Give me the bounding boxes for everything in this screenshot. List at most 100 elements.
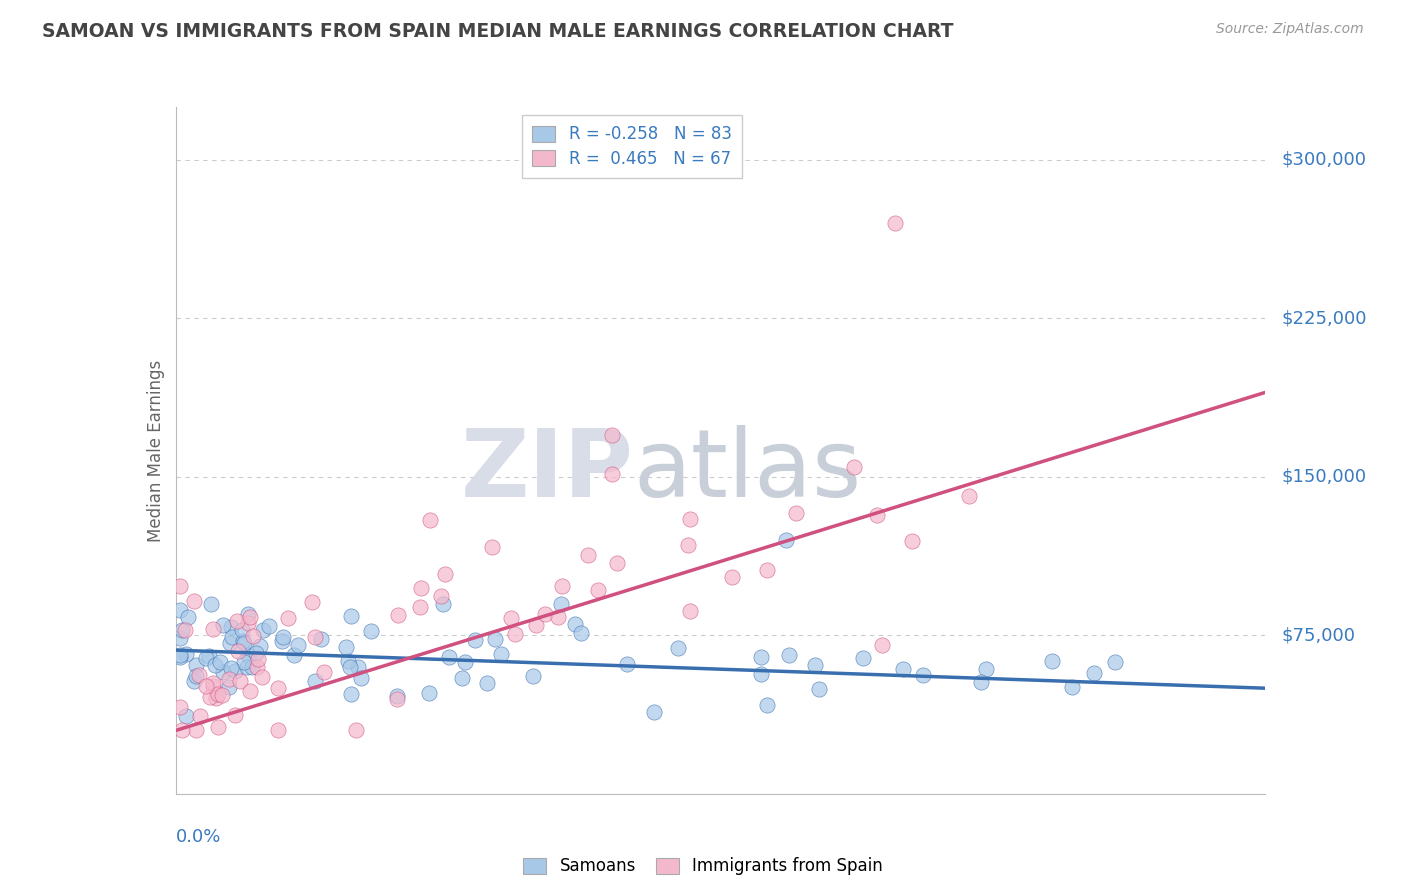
Point — [204, 657, 226, 672]
Point — [201, 622, 224, 636]
Text: atlas: atlas — [633, 425, 862, 517]
Point — [188, 708, 211, 723]
Point — [273, 630, 295, 644]
Point — [804, 658, 827, 673]
Point — [169, 699, 191, 714]
Point — [239, 610, 262, 624]
Text: $225,000: $225,000 — [1282, 310, 1367, 327]
Point — [169, 603, 191, 617]
Point — [418, 685, 440, 699]
Point — [385, 690, 408, 704]
Point — [232, 655, 254, 669]
Point — [184, 657, 207, 672]
Point — [177, 610, 200, 624]
Text: 0.0%: 0.0% — [176, 828, 221, 847]
Point — [522, 669, 544, 683]
Text: $75,000: $75,000 — [1282, 626, 1355, 644]
Point — [475, 675, 498, 690]
Point — [231, 623, 253, 637]
Point — [901, 534, 924, 549]
Point — [232, 634, 254, 648]
Point — [267, 723, 290, 738]
Point — [184, 723, 207, 738]
Point — [550, 597, 572, 611]
Point — [606, 557, 628, 571]
Legend: R = -0.258   N = 83, R =  0.465   N = 67: R = -0.258 N = 83, R = 0.465 N = 67 — [522, 115, 741, 178]
Point — [842, 459, 865, 474]
Point — [339, 687, 361, 701]
Point — [312, 665, 335, 680]
Point — [524, 617, 547, 632]
Point — [551, 579, 574, 593]
Point — [547, 610, 569, 624]
Point — [236, 648, 259, 662]
Point — [224, 664, 246, 678]
Point — [432, 597, 454, 611]
Point — [481, 540, 503, 554]
Point — [387, 608, 409, 623]
Point — [202, 679, 225, 693]
Point — [212, 618, 235, 632]
Point — [721, 569, 744, 583]
Point — [301, 594, 323, 608]
Point — [224, 707, 246, 722]
Point — [287, 638, 309, 652]
Point — [576, 548, 599, 562]
Point — [219, 661, 242, 675]
Point — [207, 687, 229, 701]
Point — [339, 608, 361, 623]
Point — [866, 508, 889, 523]
Point — [219, 620, 242, 634]
Point — [208, 655, 231, 669]
Point — [1060, 681, 1083, 695]
Point — [242, 660, 264, 674]
Point — [387, 692, 409, 706]
Point — [304, 630, 326, 644]
Point — [277, 611, 299, 625]
Point — [884, 216, 907, 230]
Point — [464, 633, 486, 648]
Legend: Samoans, Immigrants from Spain: Samoans, Immigrants from Spain — [515, 849, 891, 884]
Point — [205, 691, 228, 706]
Point — [229, 673, 252, 688]
Text: $300,000: $300,000 — [1282, 151, 1367, 169]
Point — [226, 644, 249, 658]
Point — [418, 513, 440, 527]
Point — [218, 636, 240, 650]
Point — [304, 673, 326, 688]
Point — [807, 681, 830, 696]
Point — [678, 604, 700, 618]
Point — [236, 607, 259, 621]
Point — [170, 623, 193, 637]
Point — [564, 617, 586, 632]
Point — [201, 676, 224, 690]
Point — [437, 650, 460, 665]
Point — [183, 673, 205, 688]
Point — [212, 665, 235, 679]
Point — [505, 626, 527, 640]
Point — [411, 581, 433, 595]
Point — [430, 589, 453, 603]
Point — [173, 623, 195, 637]
Point — [1083, 666, 1105, 681]
Point — [218, 673, 240, 687]
Text: $150,000: $150,000 — [1282, 468, 1367, 486]
Point — [186, 669, 208, 683]
Point — [246, 659, 269, 673]
Point — [169, 632, 191, 646]
Point — [679, 512, 702, 526]
Point — [211, 688, 233, 702]
Point — [666, 641, 689, 656]
Point — [852, 651, 875, 665]
Point — [484, 632, 506, 647]
Point — [235, 660, 257, 674]
Point — [221, 630, 243, 644]
Point — [775, 533, 797, 548]
Point — [600, 467, 623, 481]
Point — [252, 623, 274, 637]
Point — [249, 640, 271, 654]
Point — [218, 680, 240, 694]
Point — [676, 538, 699, 552]
Point — [434, 566, 457, 581]
Point — [242, 630, 264, 644]
